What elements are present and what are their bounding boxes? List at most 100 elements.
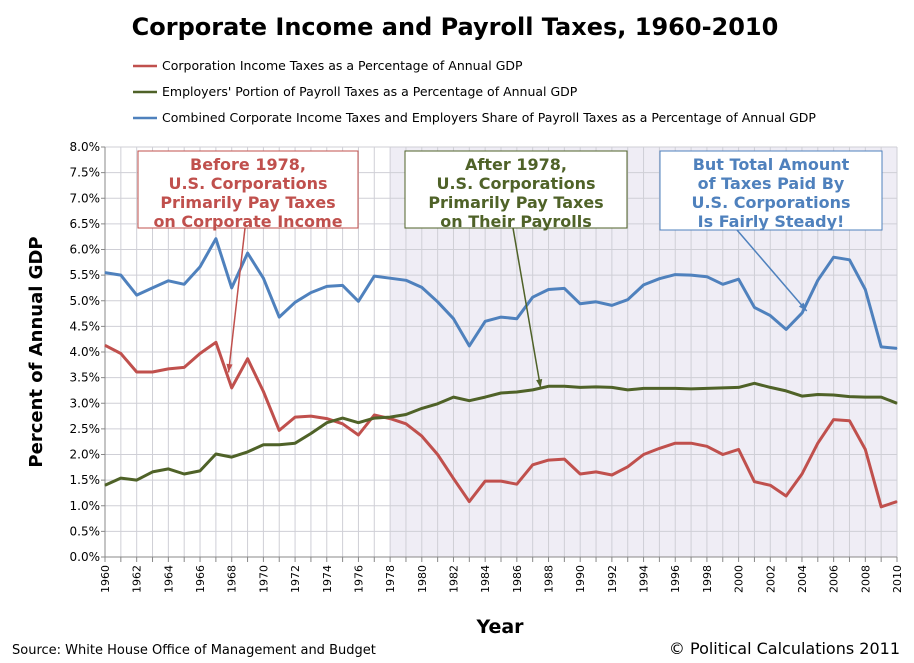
data-point-2	[785, 328, 787, 330]
data-point-0	[658, 447, 660, 449]
data-point-1	[326, 422, 328, 424]
annotation-text: U.S. Corporations	[168, 174, 327, 193]
data-point-0	[452, 478, 454, 480]
y-tick-label: 1.0%	[70, 499, 101, 513]
data-point-1	[896, 402, 898, 404]
data-point-2	[452, 318, 454, 320]
data-point-0	[833, 419, 835, 421]
annotation-text: Before 1978,	[190, 155, 306, 174]
data-point-1	[294, 442, 296, 444]
y-axis-label: Percent of Annual GDP	[26, 236, 47, 467]
data-point-2	[405, 279, 407, 281]
data-point-0	[848, 420, 850, 422]
data-point-0	[262, 390, 264, 392]
data-point-1	[643, 387, 645, 389]
y-tick-label: 6.5%	[70, 217, 101, 231]
data-point-1	[484, 396, 486, 398]
x-tick-label: 1994	[638, 565, 651, 593]
x-tick-label: 1984	[479, 565, 492, 593]
annotation-arrow	[227, 227, 246, 373]
legend-label-2: Combined Corporate Income Taxes and Empl…	[162, 110, 816, 125]
data-point-1	[611, 386, 613, 388]
data-point-2	[104, 272, 106, 274]
data-point-1	[231, 456, 233, 458]
data-point-0	[120, 353, 122, 355]
data-point-1	[769, 386, 771, 388]
y-tick-label: 6.0%	[70, 243, 101, 257]
data-point-1	[136, 479, 138, 481]
data-point-2	[310, 292, 312, 294]
annotation-text: U.S. Corporations	[436, 174, 595, 193]
x-tick-label: 1996	[669, 565, 682, 593]
data-point-1	[532, 389, 534, 391]
data-point-1	[468, 400, 470, 402]
data-point-1	[753, 382, 755, 384]
data-point-1	[658, 387, 660, 389]
data-point-0	[247, 358, 249, 360]
data-point-2	[152, 287, 154, 289]
data-point-0	[199, 353, 201, 355]
data-point-2	[484, 320, 486, 322]
data-point-0	[690, 442, 692, 444]
data-point-0	[136, 371, 138, 373]
data-point-2	[548, 288, 550, 290]
data-point-2	[215, 238, 217, 240]
data-point-0	[342, 423, 344, 425]
x-tick-label: 1976	[352, 565, 365, 593]
data-point-1	[278, 444, 280, 446]
x-tick-label: 1998	[701, 565, 714, 593]
data-point-1	[801, 395, 803, 397]
data-point-2	[357, 300, 359, 302]
chart-title: Corporate Income and Payroll Taxes, 1960…	[132, 13, 779, 41]
data-point-1	[579, 386, 581, 388]
data-point-2	[136, 294, 138, 296]
data-point-2	[896, 347, 898, 349]
annotation-text: After 1978,	[465, 155, 567, 174]
data-point-2	[167, 280, 169, 282]
arrow-head	[798, 302, 807, 311]
y-tick-label: 1.5%	[70, 473, 101, 487]
x-tick-label: 2008	[859, 565, 872, 593]
data-point-0	[167, 368, 169, 370]
data-point-0	[674, 442, 676, 444]
data-point-1	[627, 389, 629, 391]
data-point-1	[342, 417, 344, 419]
data-point-0	[627, 466, 629, 468]
y-tick-label: 3.5%	[70, 371, 101, 385]
x-axis-label: Year	[475, 616, 524, 638]
data-point-2	[595, 301, 597, 303]
data-point-2	[611, 304, 613, 306]
annotation-text: on Corporate Income	[153, 212, 342, 231]
data-point-2	[690, 274, 692, 276]
source-note: Source: White House Office of Management…	[12, 643, 376, 658]
data-point-1	[817, 394, 819, 396]
data-point-0	[500, 480, 502, 482]
data-point-1	[262, 444, 264, 446]
data-point-0	[357, 434, 359, 436]
data-point-2	[421, 286, 423, 288]
annotation-text: Primarily Pay Taxes	[428, 193, 603, 212]
data-point-1	[183, 473, 185, 475]
data-point-0	[152, 371, 154, 373]
data-point-2	[294, 301, 296, 303]
data-point-0	[817, 442, 819, 444]
x-tick-label: 1972	[289, 565, 302, 593]
data-point-2	[817, 279, 819, 281]
data-point-1	[310, 432, 312, 434]
annotation-text: of Taxes Paid By	[698, 174, 845, 193]
data-point-0	[563, 458, 565, 460]
plot-area: 0.0% 0.5% 1.0% 1.5% 2.0% 2.5% 3.0% 3.5% 4.0% 4.5%…	[70, 140, 905, 593]
data-point-2	[342, 284, 344, 286]
data-point-2	[262, 277, 264, 279]
x-tick-label: 2004	[796, 565, 809, 593]
y-tick-label: 0.5%	[70, 524, 101, 538]
x-tick-label: 1968	[226, 565, 239, 593]
annotation-box	[659, 150, 883, 231]
data-point-2	[769, 315, 771, 317]
data-point-2	[183, 283, 185, 285]
x-tick-label: 1988	[543, 565, 556, 593]
data-point-2	[563, 287, 565, 289]
x-tick-label: 1992	[606, 565, 619, 593]
annotation-arrow	[736, 229, 808, 312]
